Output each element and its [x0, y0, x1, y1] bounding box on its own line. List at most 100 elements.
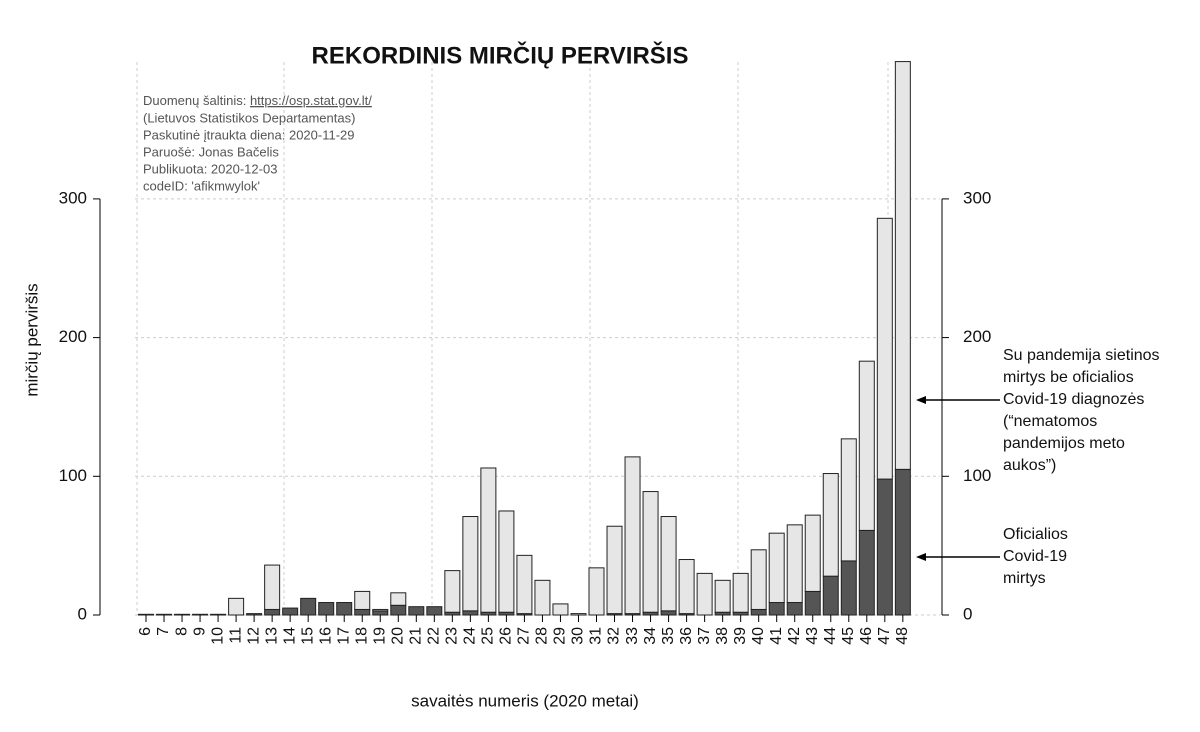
annotation-line: aukos”)	[1003, 457, 1056, 474]
bar-segment	[642, 491, 659, 613]
source-link[interactable]: https://osp.stat.gov.lt/	[250, 93, 372, 108]
bar-segment	[678, 559, 695, 615]
bar-segment	[768, 532, 785, 604]
bar-segment	[264, 608, 281, 616]
bar-segment	[498, 510, 515, 613]
x-tick-label: 13	[263, 627, 280, 645]
bar-segment	[786, 602, 803, 616]
x-tick-label: 43	[804, 627, 821, 645]
annotation-line: Covid-19	[1003, 548, 1067, 565]
bar-segment	[750, 549, 767, 610]
bar-segment	[372, 608, 389, 612]
annotation-line: Oficialios	[1003, 526, 1068, 543]
annotation-line: Covid-19 diagnozės	[1003, 391, 1144, 408]
bar-segment	[822, 473, 839, 577]
x-tick-label: 22	[426, 627, 443, 645]
bar-segment	[804, 590, 821, 616]
bar-segment	[264, 564, 281, 610]
bar-segment	[462, 610, 479, 616]
chart-title: REKORDINIS MIRČIŲ PERVIRŠIS	[312, 41, 689, 69]
y-axis-label: mirčių perviršis	[22, 283, 41, 396]
x-tick-label: 27	[516, 627, 533, 645]
bar-segment	[894, 468, 911, 616]
x-tick-label: 17	[335, 627, 352, 645]
bar-segment	[624, 456, 641, 615]
arrow-head	[916, 553, 926, 561]
bar-segment	[750, 608, 767, 616]
bar-segment	[210, 613, 227, 616]
bar-segment	[840, 438, 857, 562]
x-tick-label: 30	[570, 627, 587, 645]
source: Duomenų šaltinis: https://osp.stat.gov.l…	[143, 93, 372, 108]
bar-segment	[282, 607, 299, 616]
bar-segment	[462, 516, 479, 612]
x-tick-label: 16	[317, 627, 334, 645]
annotation-line: pandemijos meto	[1003, 435, 1125, 452]
bar-segment	[876, 217, 893, 480]
x-tick-label: 40	[750, 627, 767, 645]
x-tick-label: 9	[191, 627, 208, 636]
y-tick-label: 0	[78, 604, 87, 623]
x-tick-label: 36	[678, 627, 695, 645]
annotation-line: mirtys	[1003, 570, 1046, 587]
bar-segment	[696, 572, 713, 616]
annotation-line: (“nematomos	[1003, 413, 1097, 430]
x-tick-label: 15	[299, 627, 316, 645]
bar-segment	[372, 610, 389, 616]
y2-tick-label: 0	[963, 604, 972, 623]
bar-segment	[804, 514, 821, 592]
x-tick-label: 10	[209, 627, 226, 645]
x-tick-label: 38	[714, 627, 731, 645]
y2-tick-label: 300	[963, 188, 991, 207]
x-tick-label: 8	[173, 627, 190, 636]
bar-segment	[660, 516, 677, 612]
bar-segment	[822, 575, 839, 616]
x-tick-label: 7	[155, 627, 172, 636]
x-tick-label: 33	[624, 627, 641, 645]
y2-tick-label: 100	[963, 466, 991, 485]
bar-segment	[858, 529, 875, 616]
x-tick-label: 37	[696, 627, 713, 645]
bar-segment	[840, 560, 857, 616]
x-tick-label: 6	[137, 627, 154, 636]
bar-segment	[858, 360, 875, 531]
y-tick-label: 300	[59, 188, 87, 207]
bar-segment	[606, 525, 623, 615]
x-tick-label: 18	[353, 627, 370, 645]
x-tick-label: 14	[281, 627, 298, 645]
x-tick-label: 35	[660, 627, 677, 645]
bar-segment	[534, 579, 551, 616]
annotation-line: mirtys be oficialios	[1003, 369, 1134, 386]
bar-segment	[156, 613, 173, 616]
x-tick-label: 26	[498, 627, 515, 645]
x-tick-label: 34	[642, 627, 659, 645]
bar-segment	[318, 602, 335, 616]
x-tick-label: 48	[894, 627, 911, 645]
y-tick-label: 200	[59, 327, 87, 346]
x-tick-label: 32	[606, 627, 623, 645]
y-tick-label: 100	[59, 466, 87, 485]
arrow-head	[916, 396, 926, 404]
bar-segment	[192, 613, 209, 616]
x-tick-label: 19	[371, 627, 388, 645]
bar-segment	[660, 610, 677, 616]
x-tick-label: 31	[588, 627, 605, 645]
bar-segment	[516, 554, 533, 615]
bar-segment	[876, 478, 893, 616]
bar-segment	[552, 603, 569, 616]
source-line: Publikuota: 2020-12-03	[143, 161, 277, 176]
bar-segment	[570, 613, 587, 616]
bar-segment	[408, 606, 425, 616]
x-tick-label: 23	[444, 627, 461, 645]
x-tick-label: 47	[876, 627, 893, 645]
bar-segment	[228, 597, 245, 616]
source-line: codeID: 'afikmwylok'	[143, 178, 260, 193]
bar-segment	[894, 61, 911, 470]
bar-segment	[300, 597, 317, 616]
bar-segment	[390, 592, 407, 606]
x-tick-label: 11	[227, 627, 244, 644]
bar-segment	[390, 604, 407, 616]
bar-segment	[138, 613, 154, 616]
bar-segment	[732, 572, 749, 613]
